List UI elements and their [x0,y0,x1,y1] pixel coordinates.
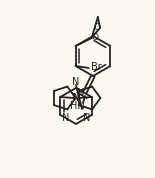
Text: N: N [72,93,79,103]
Text: N: N [77,88,85,98]
Text: Br: Br [91,62,102,72]
Text: N: N [83,113,90,123]
Text: N: N [72,77,80,87]
Text: N: N [73,93,80,103]
Text: HN: HN [70,101,84,111]
Text: O: O [91,33,98,41]
Text: N: N [62,113,69,123]
Text: O: O [93,22,100,32]
